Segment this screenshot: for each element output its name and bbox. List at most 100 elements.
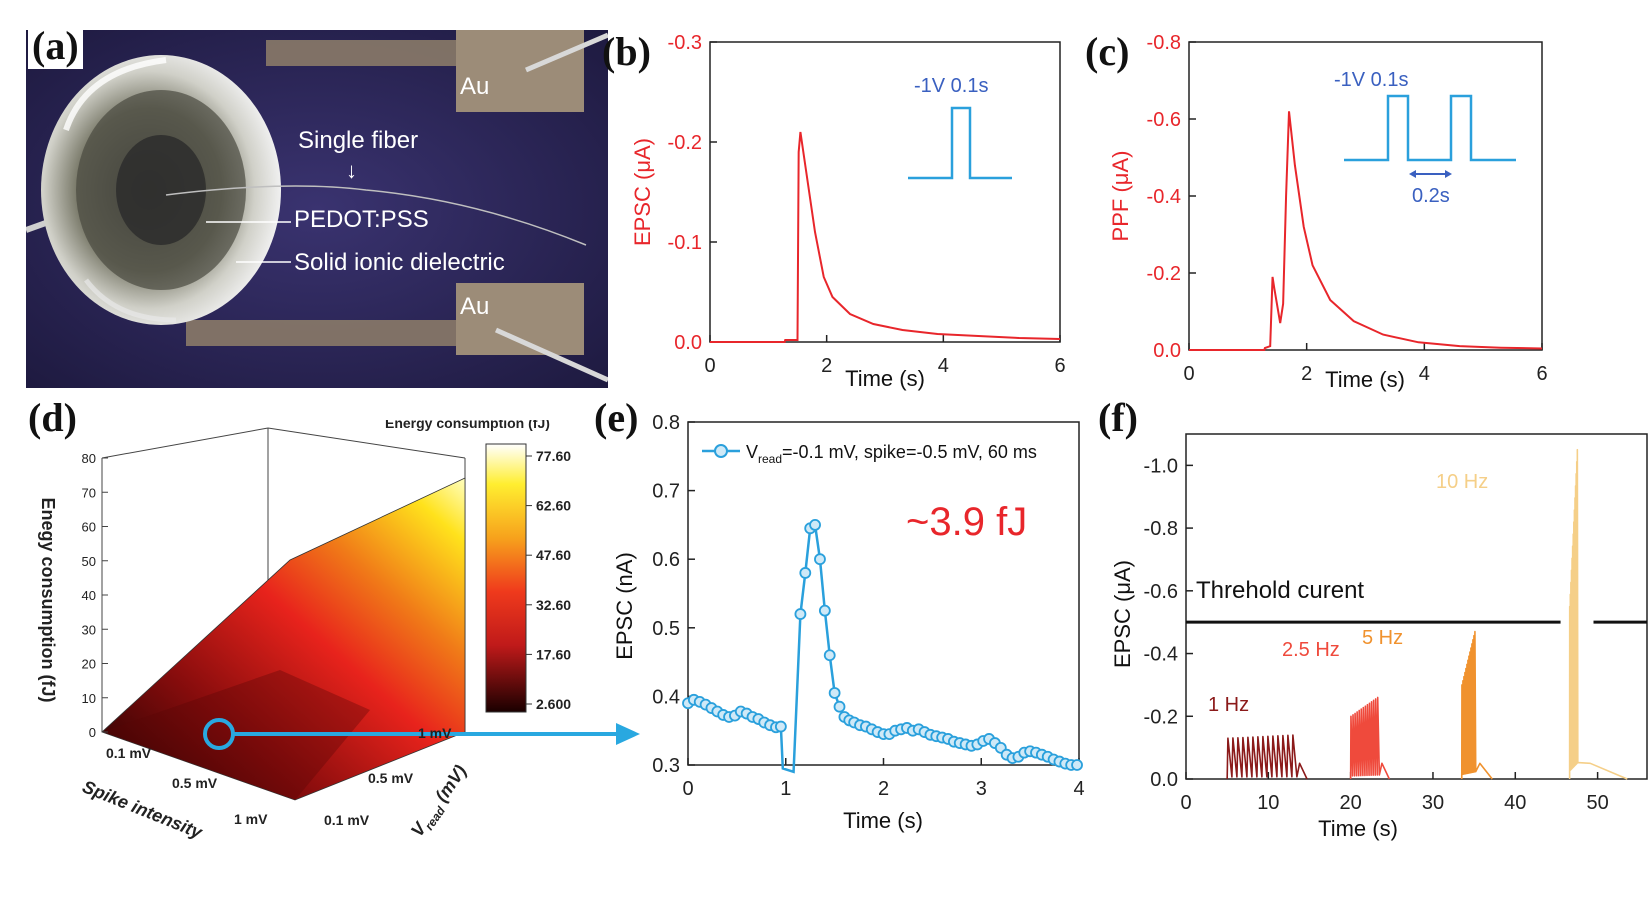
chart-d-ztick-8: 80 — [82, 451, 96, 466]
e-xtick-4: 4 — [1073, 778, 1084, 800]
e-xtick-2: 2 — [878, 778, 889, 800]
chart-e-point-20 — [799, 567, 812, 579]
chart-c-interval-label: 0.2s — [1412, 185, 1450, 207]
chart-c-xlabel: Time (s) — [1325, 367, 1405, 392]
chart-f-label-10hz: 10 Hz — [1436, 471, 1488, 493]
chart-b-frame — [709, 41, 1061, 343]
au-top-label: Au — [460, 73, 489, 100]
chart-e-ylabel: EPSC (nA) — [612, 552, 637, 660]
chart-b: 0 2 4 6 0.0 -0.1 -0.2 -0.3 -1V 0.1s Time (s) EP… — [630, 32, 1066, 391]
chart-f-xlabel: Time (s) — [1318, 816, 1398, 841]
f-ytick-3: -0.6 — [1144, 581, 1178, 603]
chart-d-xtick-2: 1 mV — [234, 811, 268, 827]
c-xtick-3: 6 — [1536, 363, 1547, 385]
f-xtick-1: 10 — [1257, 792, 1279, 814]
chart-c: 0 2 4 6 0.0 -0.2 -0.4 -0.6 -0.8 0.2s -1V 0.1s Ti… — [1108, 32, 1548, 392]
dielectric-label: Solid ionic dielectric — [294, 249, 505, 276]
c-xtick-2: 4 — [1419, 363, 1430, 385]
colorbar-tick-2: 47.60 — [536, 547, 571, 563]
chart-d-ztick-1: 10 — [82, 691, 96, 706]
chart-e-point-22 — [809, 519, 821, 531]
chart-c-series-line — [1189, 111, 1543, 351]
chart-f-threshold-label: Threhold curent — [1196, 577, 1364, 604]
f-xtick-2: 20 — [1340, 792, 1362, 814]
f-ytick-0: 0.0 — [1150, 769, 1178, 791]
chart-e-legend: Vread=-0.1 mV, spike=-0.5 mV, 60 ms — [746, 442, 1037, 466]
f-xtick-4: 40 — [1504, 792, 1526, 814]
f-ytick-2: -0.4 — [1144, 644, 1178, 666]
e-xtick-3: 3 — [976, 778, 987, 800]
chart-e-xlabel: Time (s) — [843, 808, 923, 833]
chart-e-point-16 — [774, 720, 787, 733]
chart-f-frame — [1185, 433, 1648, 780]
colorbar — [485, 443, 527, 713]
f-xtick-5: 50 — [1586, 792, 1608, 814]
b-xtick-3: 6 — [1054, 355, 1065, 377]
chart-f-label-1hz: 1 Hz — [1208, 694, 1249, 716]
c-ytick-2: -0.4 — [1147, 186, 1181, 208]
panel-label-b: (b) — [602, 29, 651, 74]
chart-e-point-26 — [828, 687, 841, 699]
energy-surface — [101, 477, 466, 801]
b-xtick-2: 4 — [938, 355, 949, 377]
c-ytick-1: -0.2 — [1147, 263, 1181, 285]
f-ytick-5: -1.0 — [1144, 455, 1178, 477]
chart-b-annotation: -1V 0.1s — [914, 75, 988, 97]
chart-f-ylabel: EPSC (μA) — [1110, 560, 1135, 668]
chart-d-ztick-4: 40 — [82, 588, 96, 603]
chart-b-inset-pulse — [908, 106, 1012, 180]
chart-c-arrowhead-left — [1409, 170, 1416, 178]
f-ytick-4: -0.8 — [1144, 518, 1178, 540]
panel-label-e: (e) — [594, 395, 639, 440]
device-photo-drawing: Au Au Single fiber ↓ PEDOT:PSS Solid ion… — [26, 30, 608, 388]
chart-d-ylabel: Vread (mV) — [407, 761, 471, 840]
chart-e: 0 1 2 3 4 0.3 0.4 0.5 0.6 0.7 0.8 Vread=-0.1 mV, s… — [612, 412, 1085, 833]
b-ytick-1: -0.1 — [668, 232, 702, 254]
panel-label-c: (c) — [1085, 29, 1130, 74]
chart-e-point-19 — [794, 608, 807, 620]
chart-d-ztick-3: 30 — [82, 622, 96, 637]
chart-f: 0 10 20 30 40 50 0.0 -0.2 -0.4 -0.6 -0.8 -1.0 Threh… — [1110, 433, 1648, 841]
panel-label-a: (a) — [28, 22, 83, 69]
colorbar-tick-4: 17.60 — [536, 646, 571, 662]
e-ytick-1: 0.4 — [652, 686, 680, 708]
e-ytick-5: 0.8 — [652, 412, 680, 434]
chart-d-ytick-2: 1 mV — [418, 725, 452, 741]
chart-f-series-0 — [1226, 734, 1308, 780]
chart-e-point-24 — [818, 604, 831, 617]
e-ytick-4: 0.7 — [652, 481, 680, 503]
chart-d-surface: 0 10 20 30 40 50 60 70 80 Enegy consumption (fJ)… — [38, 420, 640, 843]
chart-d-ztick-7: 70 — [82, 485, 96, 500]
f-xtick-3: 30 — [1422, 792, 1444, 814]
e-xtick-0: 0 — [682, 778, 693, 800]
colorbar-tick-5: 2.600 — [536, 696, 571, 712]
c-ytick-3: -0.6 — [1147, 109, 1181, 131]
chart-d-ztick-2: 20 — [82, 657, 96, 672]
chart-c-annotation: -1V 0.1s — [1334, 69, 1408, 91]
f-xtick-0: 0 — [1180, 792, 1191, 814]
colorbar-tick-0: 77.60 — [536, 448, 571, 464]
au-bottom-label: Au — [460, 293, 489, 320]
chart-e-point-23 — [814, 553, 826, 566]
chart-d-ztick-6: 60 — [82, 520, 96, 535]
colorbar-tick-1: 62.60 — [536, 498, 571, 514]
chart-f-series-1 — [1349, 696, 1391, 780]
b-ytick-0: 0.0 — [674, 332, 702, 354]
chart-e-point-27 — [833, 700, 846, 713]
chart-f-label-2p5hz: 2.5 Hz — [1282, 639, 1340, 661]
chart-e-energy-label: ~3.9 fJ — [906, 500, 1027, 544]
pedot-label: PEDOT:PSS — [294, 206, 429, 233]
b-ytick-2: -0.2 — [668, 132, 702, 154]
chart-f-series-3 — [1568, 448, 1628, 780]
marker-arrowhead — [616, 723, 640, 745]
c-xtick-1: 2 — [1301, 363, 1312, 385]
chart-d-ytick-1: 0.5 mV — [368, 770, 414, 786]
chart-d-ztick-0: 0 — [89, 725, 96, 740]
panel-label-d: (d) — [28, 395, 77, 440]
chart-e-point-68 — [1071, 759, 1083, 771]
device-photo: Au Au Single fiber ↓ PEDOT:PSS Solid ion… — [26, 30, 608, 388]
chart-d-zlabel: Enegy consumption (fJ) — [38, 497, 58, 702]
chart-b-ylabel: EPSC (μA) — [630, 138, 655, 246]
b-ytick-3: -0.3 — [668, 32, 702, 54]
chart-f-series-2 — [1460, 630, 1493, 780]
